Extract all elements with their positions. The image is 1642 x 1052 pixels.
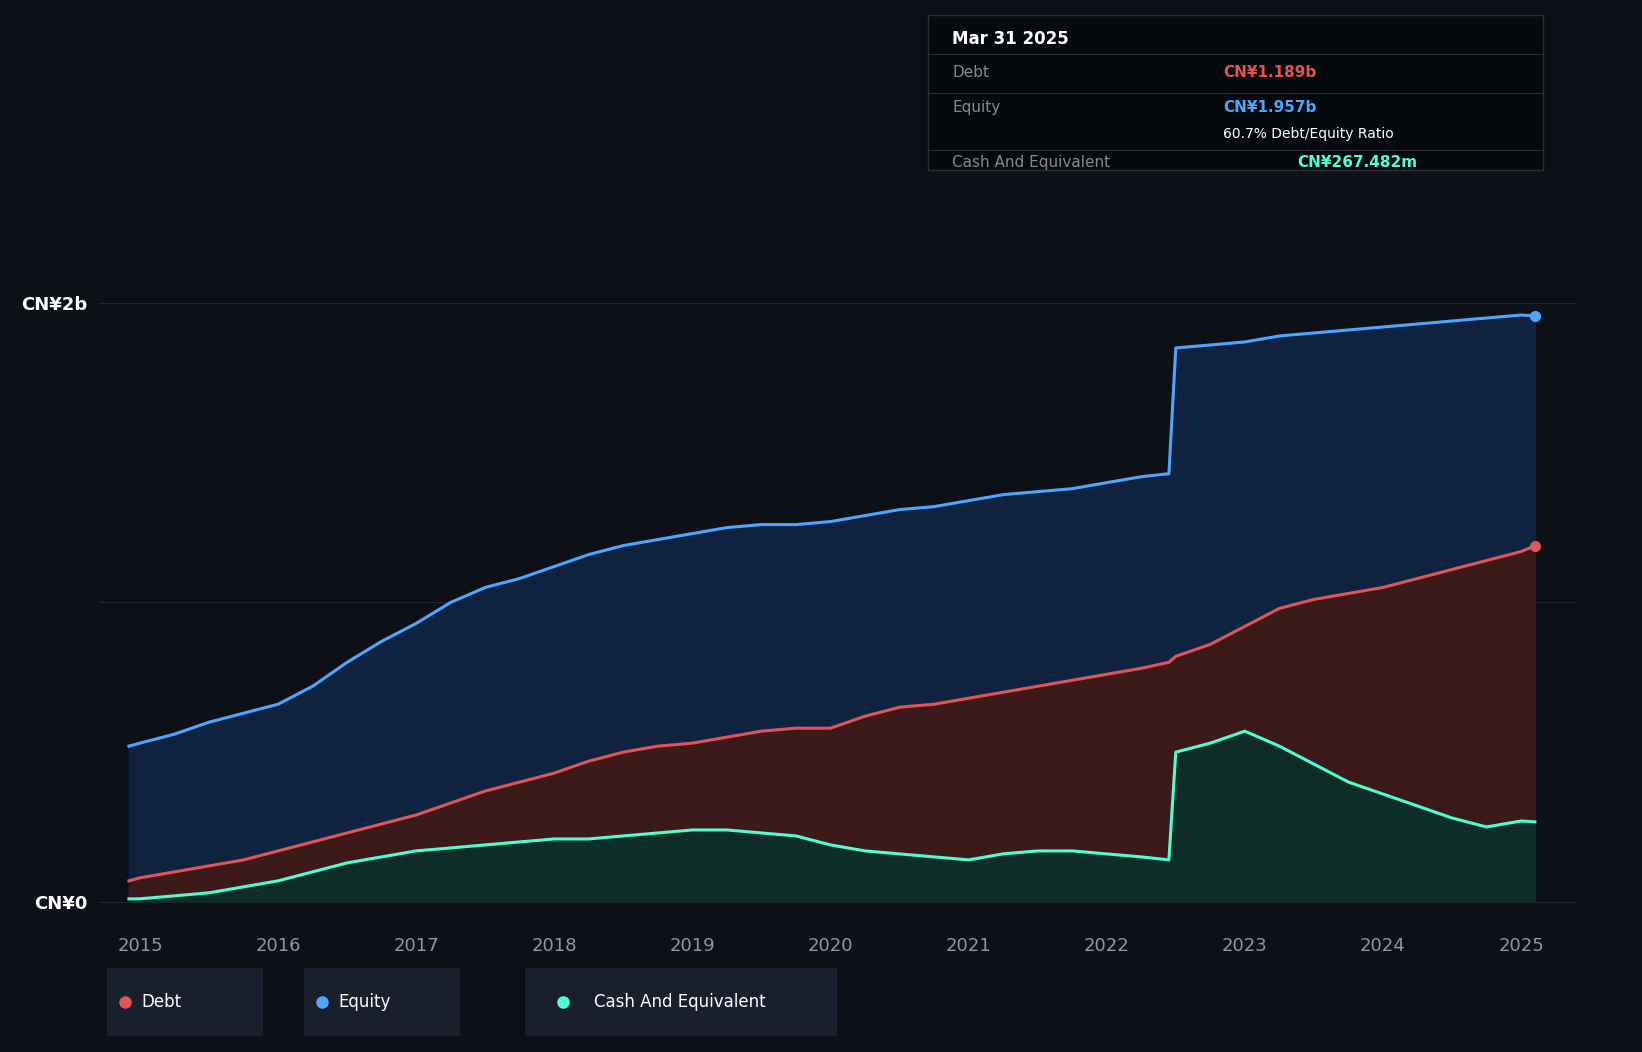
Text: Debt: Debt [952, 64, 990, 80]
Text: Cash And Equivalent: Cash And Equivalent [594, 993, 765, 1011]
Text: Equity: Equity [952, 100, 1000, 116]
Text: Mar 31 2025: Mar 31 2025 [952, 31, 1069, 48]
Text: Debt: Debt [141, 993, 181, 1011]
Text: CN¥1.957b: CN¥1.957b [1223, 100, 1317, 116]
Text: Equity: Equity [338, 993, 391, 1011]
Text: 60.7% Debt/Equity Ratio: 60.7% Debt/Equity Ratio [1223, 127, 1394, 141]
Text: CN¥1.189b: CN¥1.189b [1223, 64, 1317, 80]
Text: Cash And Equivalent: Cash And Equivalent [952, 155, 1110, 169]
Text: CN¥267.482m: CN¥267.482m [1297, 155, 1417, 169]
